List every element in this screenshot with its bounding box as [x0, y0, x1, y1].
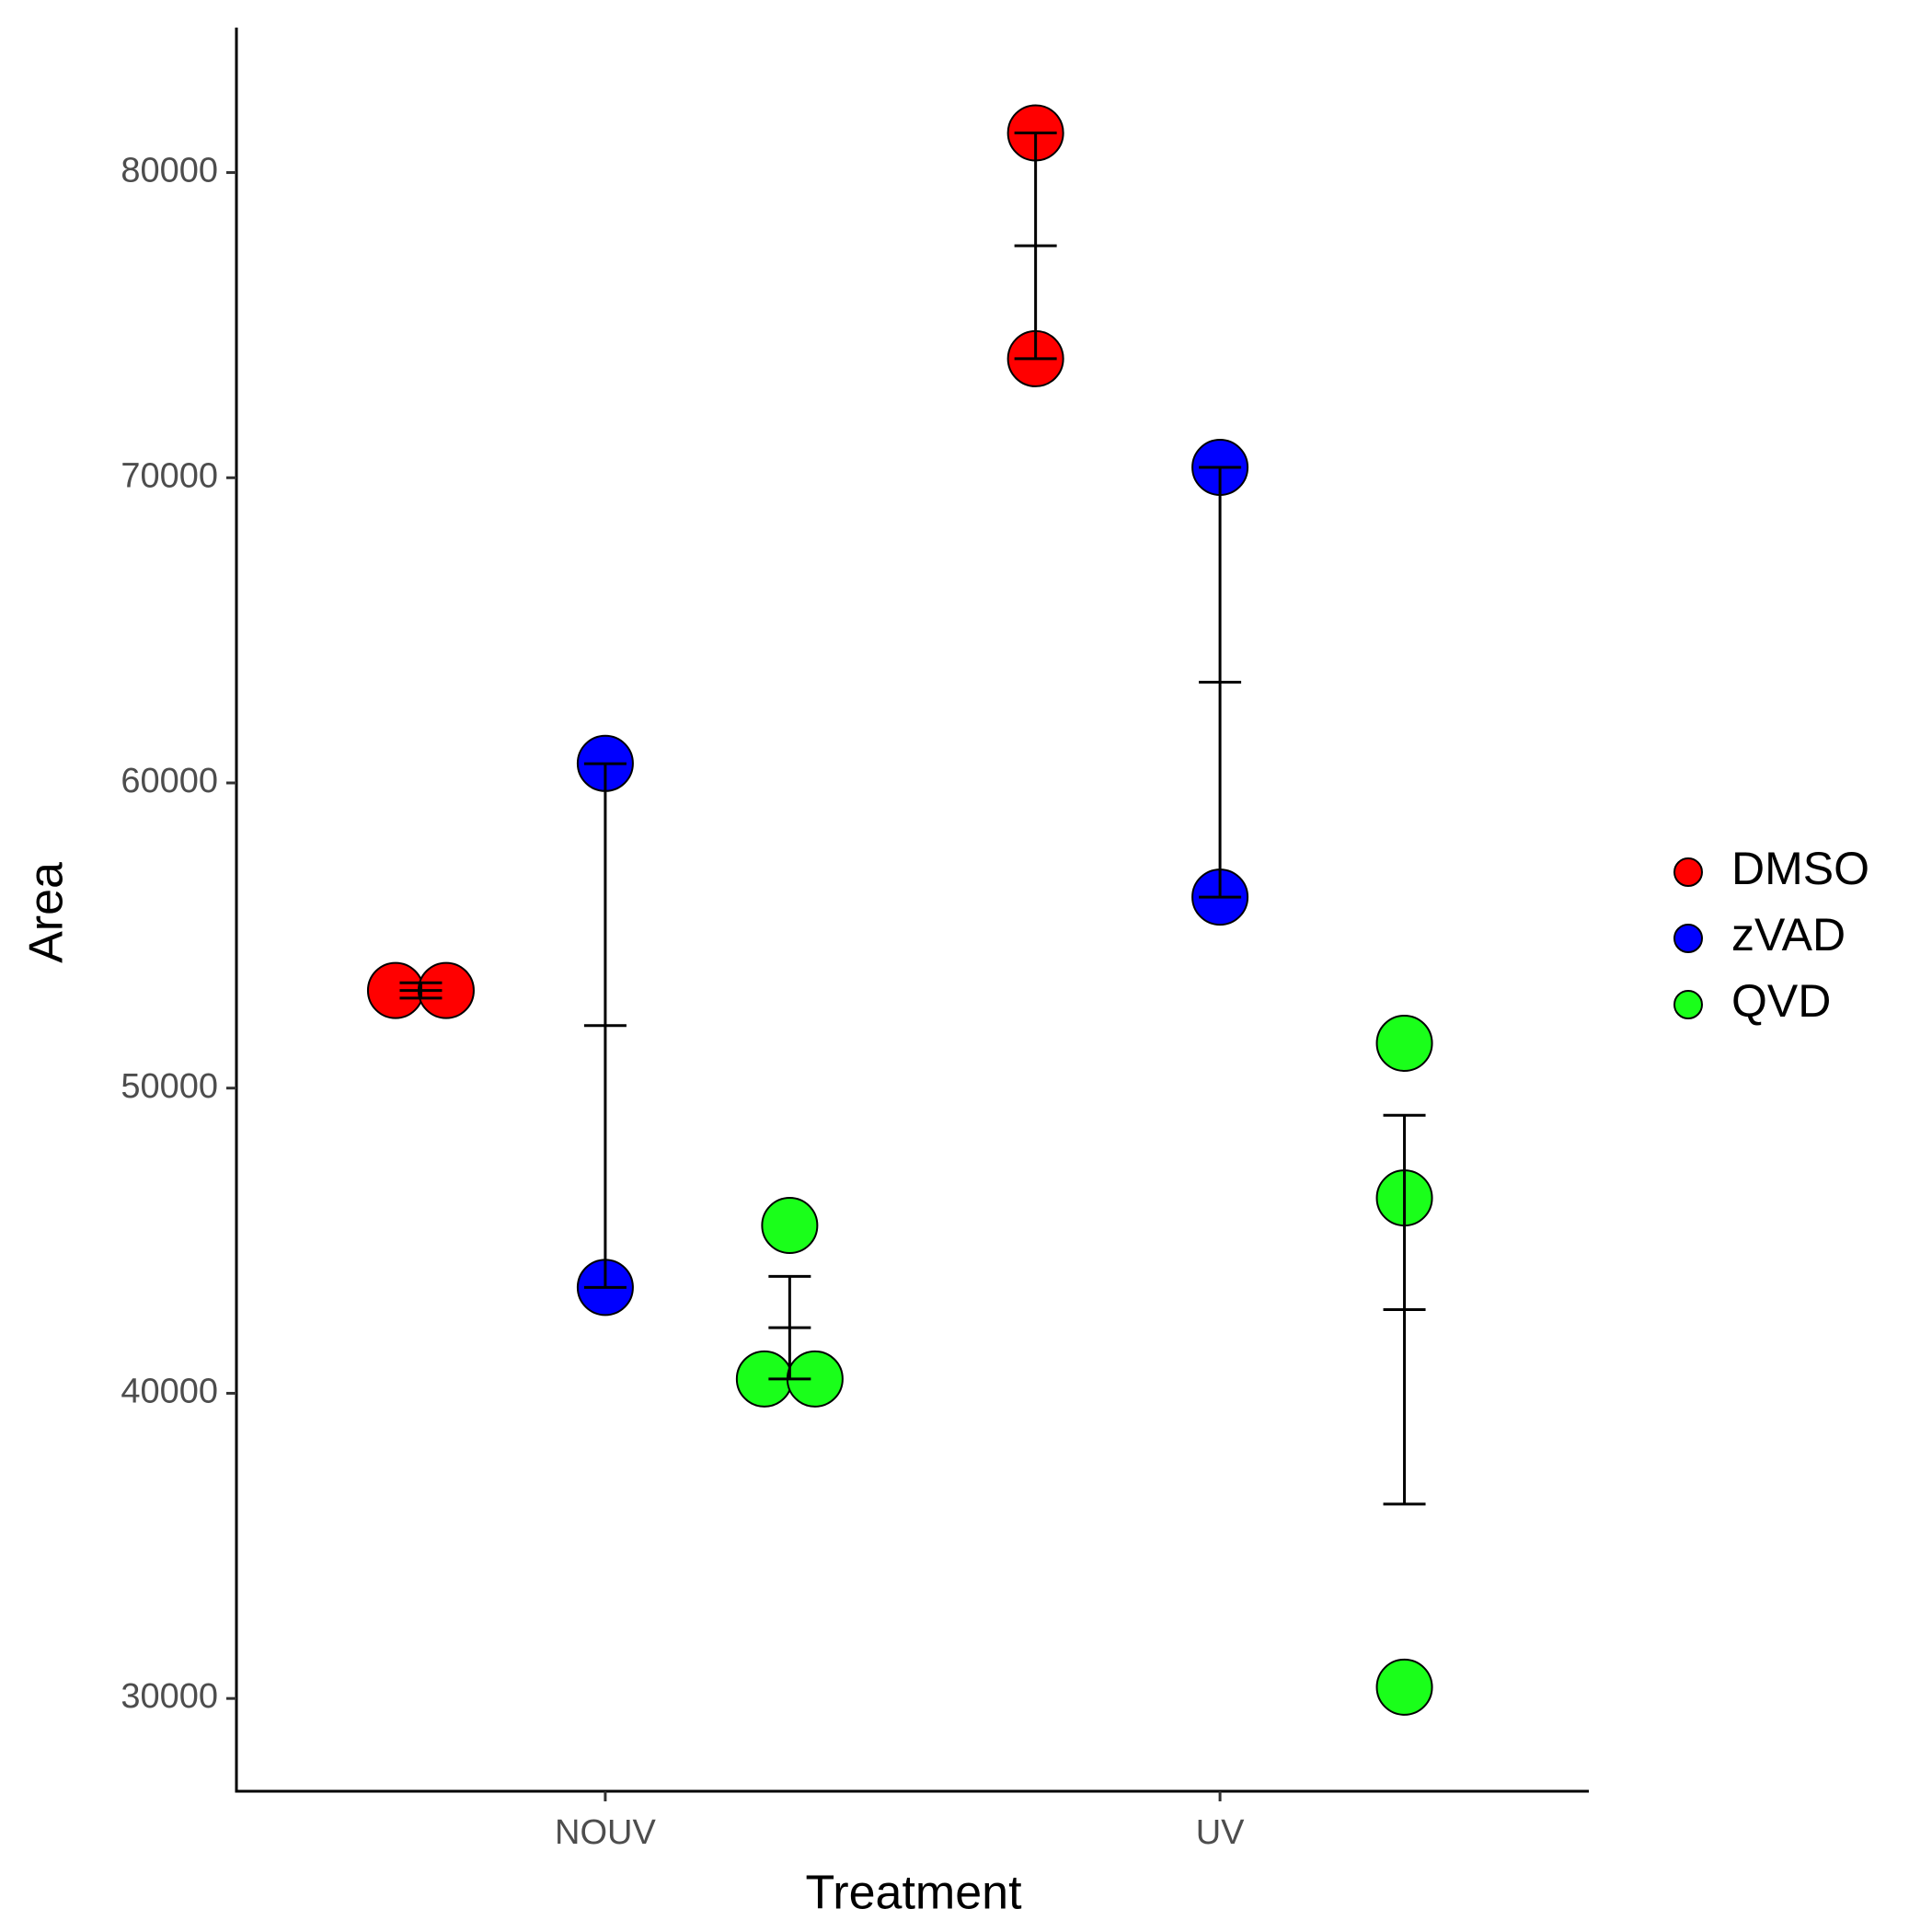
y-tick-label: 30000: [121, 1677, 218, 1716]
y-tick-label: 50000: [121, 1067, 218, 1106]
y-tick-label: 60000: [121, 762, 218, 800]
x-tick-label: NOUV: [555, 1813, 656, 1852]
x-axis-title: Treatment: [805, 1867, 1022, 1920]
y-tick-label: 80000: [121, 152, 218, 190]
legend-marker: [1673, 924, 1703, 953]
legend-marker: [1673, 857, 1703, 887]
error-bar: [1383, 1113, 1426, 1506]
error-bar: [1199, 466, 1242, 899]
legend-label: QVD: [1731, 975, 1831, 1027]
data-point: [761, 1196, 819, 1254]
error-bar: [583, 762, 627, 1289]
error-bar: [1014, 131, 1057, 361]
y-tick-label: 40000: [121, 1372, 218, 1410]
y-axis-title: Area: [20, 862, 74, 963]
data-point: [1375, 1658, 1433, 1716]
legend-label: zVAD: [1731, 909, 1846, 960]
x-tick-label: UV: [1196, 1813, 1245, 1852]
y-tick-label: 70000: [121, 456, 218, 495]
data-point: [1375, 1014, 1433, 1072]
legend-label: DMSO: [1731, 843, 1869, 894]
legend-marker: [1673, 990, 1703, 1019]
error-bar: [399, 981, 443, 1000]
error-bar: [768, 1274, 811, 1381]
